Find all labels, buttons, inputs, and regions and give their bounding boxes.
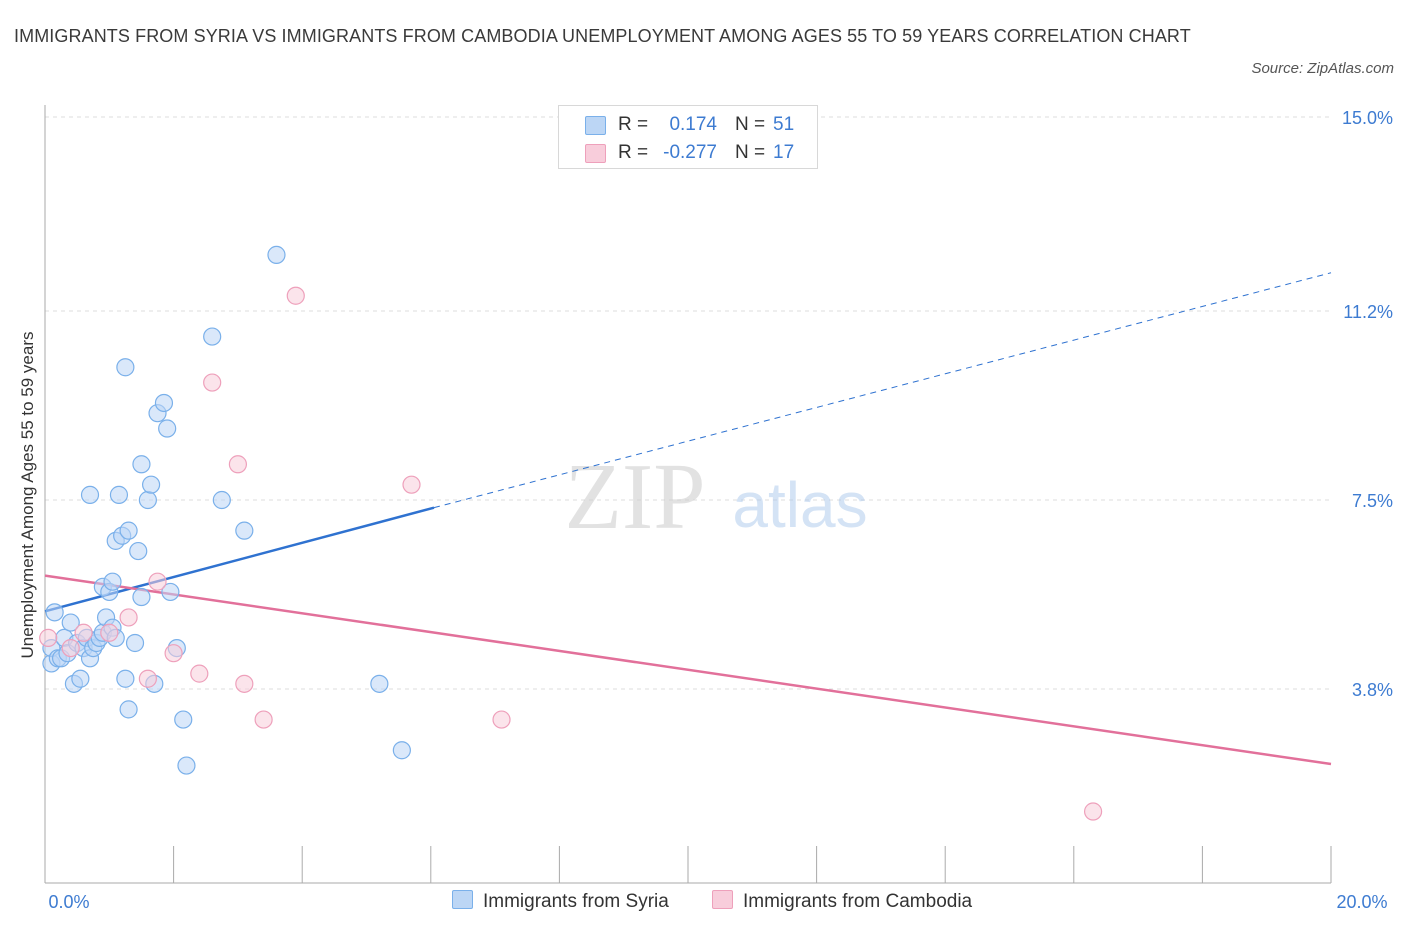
r-value: -0.277	[663, 142, 717, 163]
cambodia-point	[148, 572, 167, 591]
r-label: R =	[618, 142, 649, 163]
cambodia-point	[100, 623, 119, 642]
syria-point	[138, 490, 157, 510]
syria-point	[116, 358, 135, 377]
syria-point	[154, 393, 174, 413]
stats-legend: R = 0.174 N = 51 R = -0.277 N = 17	[558, 105, 818, 169]
syria-point	[129, 541, 148, 561]
syria-point	[132, 587, 151, 607]
y-axis-label: Unemployment Among Ages 55 to 59 years	[18, 332, 37, 659]
r-label: R =	[618, 114, 649, 135]
legend-item-syria: Immigrants from Syria	[452, 890, 669, 913]
cambodia-point	[74, 623, 93, 642]
syria-point	[103, 572, 122, 591]
syria-point	[141, 475, 161, 494]
x-tick-label: 0.0%	[48, 892, 89, 912]
watermark-atlas: atlas	[732, 469, 867, 541]
syria-point	[132, 455, 151, 474]
syria-swatch	[585, 116, 606, 135]
n-label: N =	[735, 114, 766, 135]
syria-point	[158, 419, 177, 438]
y-tick-label: 11.2%	[1343, 302, 1393, 322]
syria-point	[119, 521, 138, 540]
syria-point	[212, 490, 231, 510]
y-tick-label: 15.0%	[1342, 108, 1393, 128]
y-tick-label: 3.8%	[1352, 680, 1393, 700]
syria-point	[109, 485, 129, 504]
tick-labels: 3.8% 7.5% 11.2% 15.0% 0.0% 20.0%	[48, 108, 1393, 912]
syria-point	[370, 674, 389, 693]
syria-point	[267, 245, 286, 264]
syria-point	[174, 710, 193, 729]
cambodia-point	[1083, 802, 1103, 821]
cambodia-point	[119, 608, 138, 627]
cambodia-point	[286, 286, 305, 305]
cambodia-trend-line	[44, 574, 1332, 766]
cambodia-point	[61, 638, 80, 658]
syria-point	[71, 669, 90, 688]
chart-title: IMMIGRANTS FROM SYRIA VS IMMIGRANTS FROM…	[14, 26, 1191, 46]
cambodia-point	[39, 628, 58, 647]
cambodia-point	[164, 644, 183, 663]
n-value: 51	[773, 114, 795, 135]
x-tick-label: 20.0%	[1336, 892, 1387, 912]
legend-item-cambodia: Immigrants from Cambodia	[712, 890, 972, 913]
syria-point	[80, 485, 100, 504]
y-tick-label: 7.5%	[1352, 491, 1393, 511]
syria-point	[203, 327, 222, 346]
syria-point	[177, 756, 196, 775]
watermark: ZIP atlas	[565, 445, 868, 549]
syria-point	[161, 582, 180, 602]
r-value: 0.174	[669, 114, 717, 135]
syria-point	[61, 613, 80, 632]
cambodia-point	[228, 455, 247, 474]
syria-point	[45, 603, 64, 622]
cambodia-swatch	[712, 890, 733, 909]
data-points	[39, 245, 1103, 821]
cambodia-point	[190, 664, 209, 683]
cambodia-point	[138, 669, 157, 688]
n-label: N =	[735, 142, 766, 163]
n-value: 17	[773, 142, 795, 163]
axes	[44, 105, 1332, 884]
syria-point	[119, 700, 138, 719]
legend-label-syria: Immigrants from Syria	[483, 891, 669, 912]
watermark-zip: ZIP	[565, 445, 706, 549]
cambodia-point	[254, 710, 273, 729]
syria-swatch	[452, 890, 473, 909]
cambodia-point	[235, 674, 254, 693]
legend-label-cambodia: Immigrants from Cambodia	[743, 891, 973, 912]
syria-trend-extension	[433, 272, 1332, 509]
source-label: Source: ZipAtlas.com	[1251, 60, 1394, 77]
syria-point	[125, 633, 145, 653]
cambodia-point	[203, 373, 222, 392]
syria-point	[235, 521, 254, 540]
cambodia-point	[402, 475, 421, 494]
syria-point	[392, 741, 411, 760]
cambodia-point	[492, 710, 511, 729]
cambodia-swatch	[585, 144, 606, 163]
syria-point	[116, 669, 135, 688]
